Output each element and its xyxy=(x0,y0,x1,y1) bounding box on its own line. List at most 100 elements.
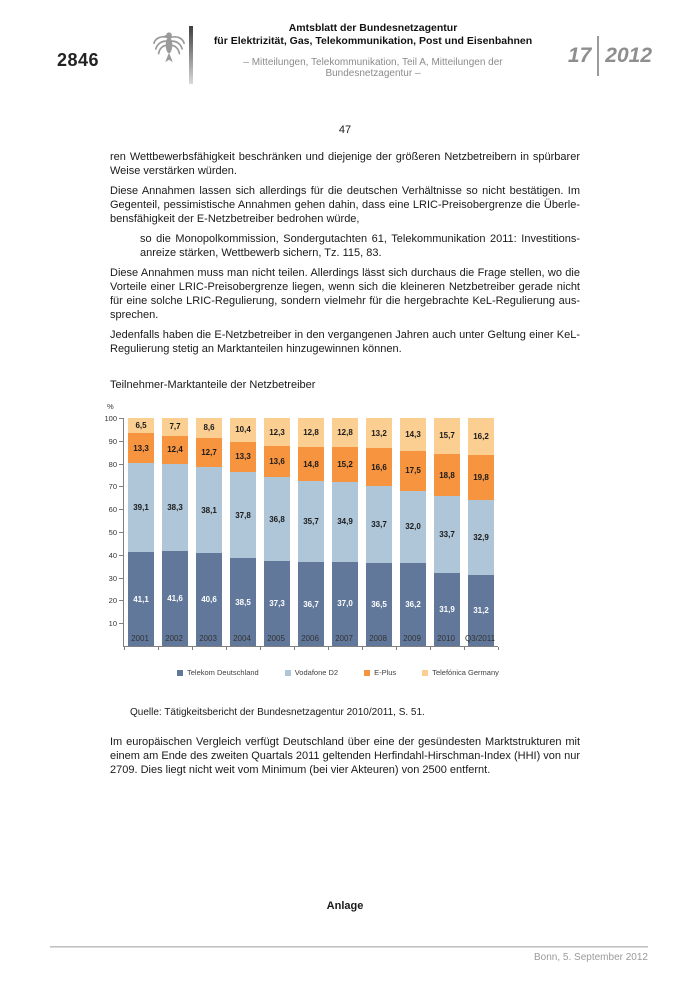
data-label: 34,9 xyxy=(337,517,353,527)
bar-segment: 36,8 xyxy=(264,477,290,561)
paragraph: Diese Annahmen muss man nicht teilen. Al… xyxy=(110,267,580,321)
x-axis-tick xyxy=(124,647,125,650)
data-label: 12,7 xyxy=(201,447,217,457)
legend-item: Telekom Deutschland xyxy=(177,668,259,677)
y-axis-tick xyxy=(119,486,123,488)
data-label: 7,7 xyxy=(169,422,181,432)
chart-legend: Telekom Deutschland Vodafone D2 E-Plus Tele… xyxy=(177,668,499,677)
data-label: 12,4 xyxy=(167,445,183,455)
data-label: 31,2 xyxy=(473,605,489,615)
bar-2006: 36,7 35,7 14,8 12,8 xyxy=(298,418,324,646)
bar-segment: 10,4 xyxy=(230,418,256,442)
bar-segment: 16,6 xyxy=(366,448,392,486)
footer-dateline: Bonn, 5. September 2012 xyxy=(534,952,648,963)
header-divider-bar xyxy=(189,26,193,84)
issue-indicator: 17 2012 xyxy=(568,36,652,76)
data-label: 15,2 xyxy=(337,460,353,470)
y-axis-tick xyxy=(119,440,123,442)
x-axis-tick xyxy=(158,647,159,650)
y-axis-tick-label: 10 xyxy=(108,619,117,629)
paragraph: ren Wettbewerbsfähigkeit beschränken und… xyxy=(110,151,580,177)
bar-segment: 13,3 xyxy=(230,441,256,473)
data-label: 35,7 xyxy=(303,517,319,527)
bar-segment: 12,7 xyxy=(196,437,222,467)
x-axis-category-label: 2003 xyxy=(199,634,217,643)
data-label: 12,8 xyxy=(303,428,319,438)
data-label: 36,2 xyxy=(405,600,421,610)
chart-plot-area: 41,1 39,1 13,3 6,5 41,6 38,3 12,4 7,7 40,6 38,1 12… xyxy=(123,417,499,650)
data-label: 14,3 xyxy=(405,429,421,439)
issue-number: 17 xyxy=(567,44,592,67)
paragraph: Im europäischen Vergleich verfügt Deutsc… xyxy=(110,736,580,776)
x-axis-tick xyxy=(362,647,363,650)
bar-segment: 31,2 xyxy=(468,574,494,646)
page-number: 47 xyxy=(338,124,352,136)
running-number: 2846 xyxy=(57,50,100,70)
bar-segment: 16,2 xyxy=(468,417,494,455)
bar-2005: 37,3 36,8 13,6 12,3 xyxy=(264,418,290,646)
bar-segment: 13,2 xyxy=(366,418,392,449)
data-label: 38,5 xyxy=(235,597,251,607)
data-label: 37,3 xyxy=(269,598,285,608)
annex-heading: Anlage xyxy=(326,900,364,912)
bar-segment: 13,6 xyxy=(264,446,290,478)
legend-swatch-icon xyxy=(422,669,429,676)
data-label: 36,8 xyxy=(269,514,285,524)
bar-segment: 38,1 xyxy=(196,466,222,554)
legend-label: E-Plus xyxy=(374,668,397,677)
x-axis-tick xyxy=(192,647,193,650)
bar-segment: 19,8 xyxy=(468,454,494,500)
bar-segment: 14,8 xyxy=(298,447,324,481)
source-note: Quelle: Tätigkeitsbericht der Bundesnetz… xyxy=(130,707,425,718)
bar-2008: 36,5 33,7 16,6 13,2 xyxy=(366,418,392,646)
legend-swatch-icon xyxy=(284,669,291,676)
data-label: 15,7 xyxy=(439,431,455,441)
y-axis-tick-label: 60 xyxy=(108,505,117,515)
data-label: 31,9 xyxy=(439,605,455,615)
bar-Q3/2011: 31,2 32,9 19,8 16,2 xyxy=(468,417,494,646)
bar-segment: 37,0 xyxy=(332,561,358,646)
bar-segment: 32,9 xyxy=(468,499,494,575)
bar-2004: 38,5 37,8 13,3 10,4 xyxy=(230,418,256,646)
bar-2002: 41,6 38,3 12,4 7,7 xyxy=(162,418,188,646)
bar-segment: 37,3 xyxy=(264,560,290,646)
x-axis-tick xyxy=(498,647,499,650)
data-label: 14,8 xyxy=(303,459,319,469)
x-axis-category-label: 2002 xyxy=(165,634,183,643)
bar-segment: 8,6 xyxy=(196,418,222,438)
data-label: 41,6 xyxy=(167,594,183,604)
x-axis-tick xyxy=(226,647,227,650)
y-axis-tick xyxy=(119,418,123,419)
data-label: 36,5 xyxy=(371,599,387,609)
y-axis-tick-label: 70 xyxy=(108,482,117,492)
bar-2010: 31,9 33,7 18,8 15,7 xyxy=(434,417,460,646)
bar-2003: 40,6 38,1 12,7 8,6 xyxy=(196,418,222,646)
bar-segment: 15,7 xyxy=(434,417,460,454)
x-axis-tick xyxy=(396,647,397,650)
data-label: 12,3 xyxy=(269,427,285,437)
bar-segment: 13,3 xyxy=(128,432,154,464)
masthead: Amtsblatt der Bundesnetzagentur für Elek… xyxy=(203,22,543,79)
data-label: 38,3 xyxy=(167,503,183,512)
bar-segment: 15,2 xyxy=(332,447,358,483)
y-axis-tick xyxy=(119,623,123,625)
bar-segment: 12,8 xyxy=(332,418,358,448)
data-label: 17,5 xyxy=(405,466,421,476)
data-label: 38,1 xyxy=(201,505,217,515)
x-axis-tick xyxy=(328,647,329,650)
y-axis-tick xyxy=(119,532,123,533)
data-label: 40,6 xyxy=(201,595,217,605)
bar-segment: 18,8 xyxy=(434,453,460,497)
x-axis-category-label: 2006 xyxy=(301,634,319,643)
data-label: 10,4 xyxy=(235,425,251,435)
bar-segment: 39,1 xyxy=(128,463,154,553)
y-axis-tick-label: 40 xyxy=(108,550,117,560)
legend-label: Telefónica Germany xyxy=(432,668,499,677)
bar-segment: 12,4 xyxy=(162,435,188,464)
legend-label: Telekom Deutschland xyxy=(187,668,259,677)
bar-segment: 38,3 xyxy=(162,463,188,552)
issue-divider xyxy=(597,36,600,76)
bar-segment: 40,6 xyxy=(196,553,222,646)
bar-segment: 36,5 xyxy=(366,562,392,646)
